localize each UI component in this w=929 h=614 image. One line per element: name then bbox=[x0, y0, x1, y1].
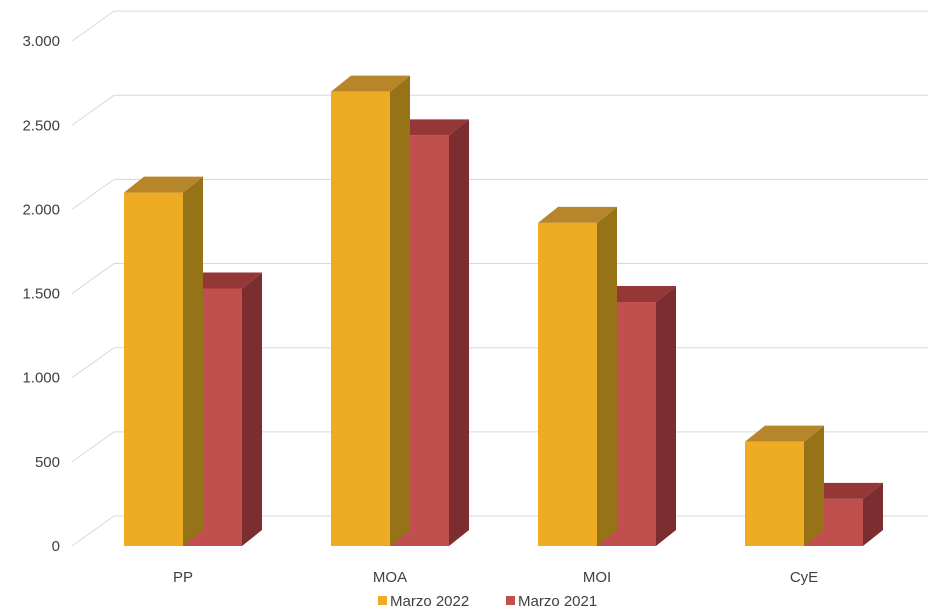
y-tick-label: 0 bbox=[52, 538, 60, 555]
legend-item: Marzo 2021 bbox=[506, 593, 597, 610]
legend-swatch bbox=[506, 596, 515, 605]
gridline bbox=[71, 178, 928, 210]
legend-item: Marzo 2022 bbox=[378, 593, 469, 610]
legend-swatch bbox=[378, 596, 387, 605]
gridline bbox=[71, 263, 928, 294]
bar-moa-1 bbox=[331, 75, 410, 546]
y-tick-label: 1.000 bbox=[22, 370, 60, 387]
bar-side bbox=[242, 272, 262, 546]
bar-moi-1 bbox=[538, 206, 617, 546]
bar-front bbox=[331, 91, 390, 546]
y-axis-ticks: 0 500 1.000 1.500 2.000 2.500 3.000 bbox=[22, 33, 60, 555]
bars-layer bbox=[124, 75, 883, 547]
bar-front bbox=[538, 222, 597, 546]
bar-side bbox=[390, 75, 410, 546]
x-category-label: CyE bbox=[790, 569, 818, 586]
bar-top bbox=[124, 176, 203, 193]
gridline bbox=[71, 94, 928, 126]
x-category-label: MOA bbox=[373, 569, 407, 586]
bar-top bbox=[538, 206, 617, 223]
y-tick-label: 3.000 bbox=[22, 33, 60, 50]
bar-side bbox=[449, 119, 469, 547]
bar-cye-1 bbox=[745, 425, 824, 546]
bar-top bbox=[331, 75, 410, 92]
legend-label: Marzo 2021 bbox=[518, 593, 597, 610]
x-category-label: MOI bbox=[583, 569, 611, 586]
bar-side bbox=[597, 206, 617, 546]
bar-pp-1 bbox=[124, 176, 203, 546]
bar-side bbox=[183, 176, 203, 546]
gridline bbox=[71, 10, 928, 42]
y-tick-label: 1.500 bbox=[22, 286, 60, 303]
x-category-label: PP bbox=[173, 569, 193, 586]
bar-side bbox=[863, 482, 883, 546]
legend-label: Marzo 2022 bbox=[390, 593, 469, 610]
grid-layer bbox=[71, 10, 928, 547]
y-tick-label: 2.500 bbox=[22, 117, 60, 134]
x-axis-categories: PP MOA MOI CyE bbox=[173, 569, 818, 586]
bar-side bbox=[656, 285, 676, 546]
y-tick-label: 500 bbox=[35, 454, 60, 471]
bar-top bbox=[745, 425, 824, 442]
bar-front bbox=[745, 441, 804, 546]
bar-side bbox=[804, 425, 824, 546]
bar-front bbox=[124, 192, 183, 546]
y-tick-label: 2.000 bbox=[22, 201, 60, 218]
legend: Marzo 2022 Marzo 2021 bbox=[378, 593, 597, 610]
